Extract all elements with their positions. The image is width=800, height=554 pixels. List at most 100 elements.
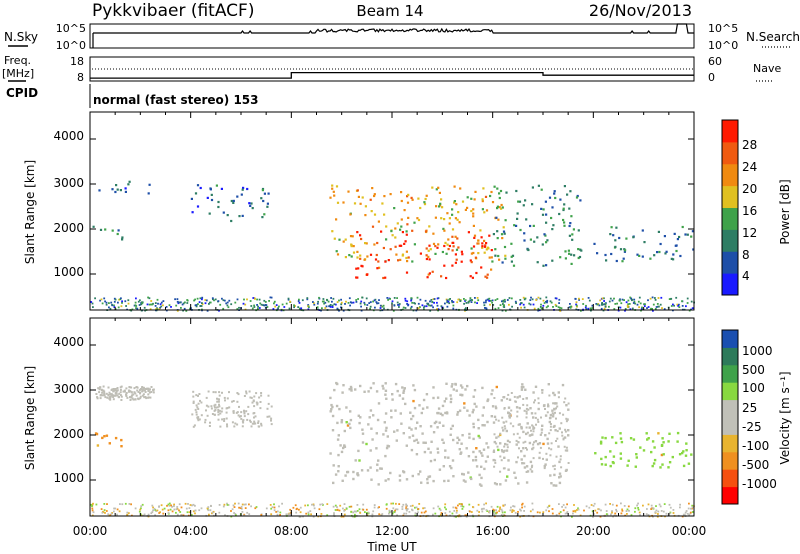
power-clutter-cell (165, 306, 168, 308)
velocity-echo-cell (436, 396, 440, 399)
power-clutter-cell (626, 306, 629, 308)
velocity-colorbar-blocks (722, 330, 738, 505)
velocity-echo-cell (251, 401, 254, 404)
velocity-echo-cell (377, 483, 380, 486)
power-clutter-cell (423, 306, 425, 309)
velocity-echo-cell (460, 442, 463, 445)
power-clutter-cell (327, 300, 330, 303)
power-echo-cell (472, 251, 475, 255)
power-clutter-cell (321, 307, 323, 310)
velocity-echo-cell (252, 399, 255, 402)
velocity-echo-cell (529, 468, 532, 471)
velocity-echo-cell (96, 396, 99, 399)
velocity-echo-cell (471, 411, 474, 414)
velocity-clutter-cell (398, 503, 401, 505)
velocity-echo-cell (499, 483, 502, 486)
power-clutter-cell (576, 305, 578, 308)
power-echo-cell (263, 192, 266, 195)
velocity-clutter-cell (151, 504, 154, 507)
power-clutter-cell (599, 299, 602, 302)
velocity-clutter-cell (105, 510, 108, 512)
velocity-clutter-cell (378, 513, 381, 516)
velocity-echo-cell (337, 453, 340, 457)
power-echo-cell (452, 241, 455, 244)
power-clutter-cell (287, 298, 290, 301)
power-clutter-cell (396, 301, 399, 304)
power-echo-cell (342, 240, 345, 243)
power-clutter-cell (298, 298, 300, 301)
power-echo-cell (431, 186, 434, 189)
power-clutter-cell (219, 303, 222, 306)
velocity-colorbar-block (722, 486, 738, 505)
power-clutter-cell (502, 300, 505, 303)
velocity-echo-cell (528, 426, 531, 429)
velocity-echo-cell (95, 432, 99, 436)
power-echo-cell (119, 189, 122, 192)
velocity-echo-cell (391, 398, 394, 401)
power-echo-cell (674, 244, 677, 247)
velocity-echo-cell (252, 412, 255, 415)
velocity-echo-cell (466, 409, 469, 412)
velocity-echo-cell (523, 454, 526, 458)
velocity-echo-cell (375, 447, 378, 450)
power-clutter-cell (519, 303, 522, 306)
velocity-clutter-cell (167, 503, 170, 506)
power-echo-cell (568, 252, 571, 255)
velocity-echo-cell (548, 432, 551, 435)
velocity-echo-cell (557, 396, 560, 399)
power-echo-cell (481, 242, 484, 245)
velocity-echo-cell (550, 448, 553, 451)
velocity-echo-cell (125, 393, 128, 396)
velocity-echo-cell (250, 396, 253, 399)
power-echo-cell (541, 243, 544, 246)
velocity-clutter-cell (395, 502, 397, 505)
velocity-echo-cell (219, 412, 222, 415)
velocity-clutter-cell (548, 504, 551, 507)
velocity-clutter-cell (420, 511, 423, 514)
velocity-clutter-cell (574, 509, 576, 512)
power-cbar-tick-20: 20 (742, 182, 757, 196)
velocity-clutter-cell (366, 512, 368, 514)
power-echo-cell (361, 265, 364, 268)
velocity-echo-cell (559, 475, 562, 478)
velocity-echo-cell (450, 385, 453, 388)
power-echo-cell (425, 247, 428, 250)
power-clutter-cell (456, 301, 459, 304)
velocity-echo-cell (338, 407, 341, 411)
velocity-echo-cell (141, 386, 144, 388)
power-clutter-cell (609, 297, 612, 300)
velocity-echo-cell (395, 439, 398, 442)
velocity-echo-cell (218, 403, 220, 406)
power-clutter-cell (195, 305, 198, 308)
velocity-echo-cell (510, 392, 513, 394)
velocity-echo-cell (224, 399, 226, 402)
power-clutter-cell (663, 308, 666, 310)
power-echo-cell (516, 212, 519, 215)
velocity-echo-cell (216, 397, 218, 400)
power-echo-cell (558, 212, 561, 216)
velocity-clutter-cell (626, 508, 629, 511)
velocity-clutter-cell (679, 503, 681, 506)
power-echo-cell (559, 198, 562, 201)
velocity-echo-cell (507, 411, 510, 414)
velocity-clutter-cell (688, 502, 690, 505)
power-clutter-cell (633, 298, 636, 301)
velocity-clutter-cell (371, 513, 374, 516)
velocity-echo-cell (384, 389, 388, 392)
power-clutter-cell (328, 305, 330, 308)
velocity-clutter-cell (577, 507, 579, 510)
power-clutter-cell (611, 299, 614, 302)
velocity-echo-cell (443, 400, 446, 403)
velocity-clutter-cell (439, 513, 442, 516)
velocity-echo-cell (620, 440, 624, 444)
velocity-echo-cell (506, 475, 509, 478)
power-cbar-tick-28: 28 (742, 138, 757, 152)
power-clutter-cell (201, 298, 203, 301)
velocity-echo-cell (493, 397, 496, 399)
power-clutter-cell (136, 307, 139, 310)
power-clutter-cell (104, 300, 106, 303)
power-clutter-cell (257, 305, 259, 308)
velocity-echo-cell (116, 389, 119, 392)
power-clutter-cell (419, 298, 422, 301)
velocity-clutter-cell (289, 513, 291, 515)
